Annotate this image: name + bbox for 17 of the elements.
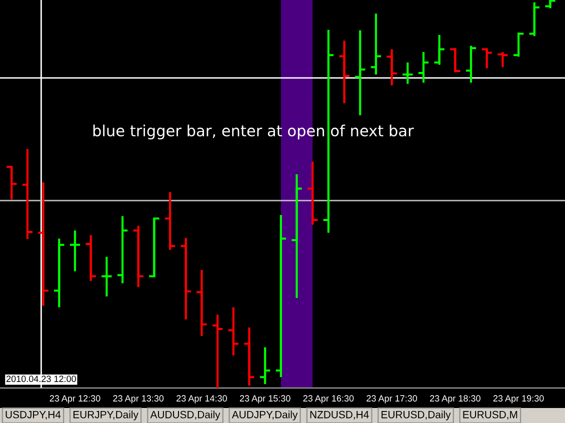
x-tick-label: 23 Apr 12:30	[50, 395, 100, 404]
annotation: blue trigger bar, enter at open of next bar	[93, 124, 414, 140]
x-tick-label: 23 Apr 19:30	[493, 395, 544, 404]
x-tick-label: 23 Apr 15:30	[240, 395, 290, 404]
text: AUDUSD,Daily	[150, 410, 220, 420]
x-tick-label: 23 Apr 13:30	[113, 395, 164, 404]
text: NZDUSD,H4	[310, 410, 369, 420]
text: EURUSD,M	[463, 410, 518, 420]
text: EURJPY,Daily	[73, 410, 138, 420]
x-tick-label: 23 Apr 16:30	[303, 395, 354, 404]
x-tick-label: 23 Apr 14:30	[176, 395, 227, 404]
x-tick-label: 23 Apr 18:30	[430, 395, 480, 404]
text: EURUSD,Daily	[382, 410, 451, 420]
ref-line-label: 2010.04.23 12:00	[6, 376, 76, 382]
x-tick-label: 23 Apr 17:30	[366, 395, 418, 404]
text: USDJPY,H4	[6, 410, 61, 420]
text: AUDJPY,Daily	[232, 410, 298, 420]
